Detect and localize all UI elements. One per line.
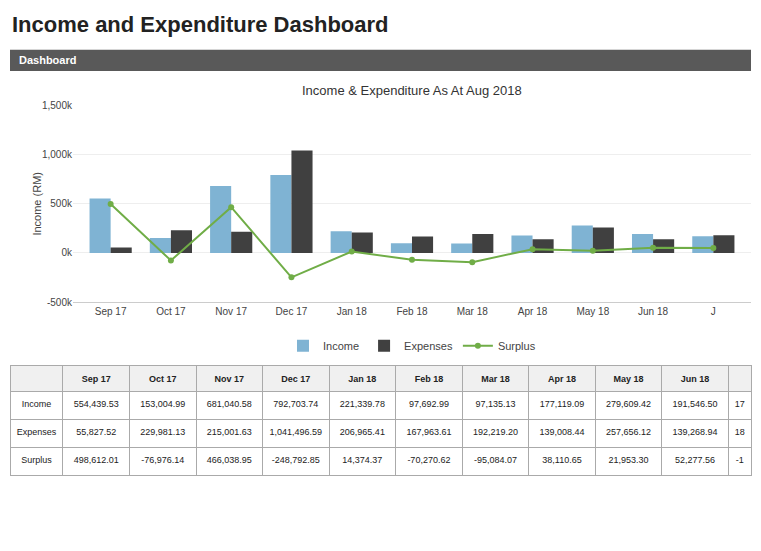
svg-text:Oct 17: Oct 17 xyxy=(156,306,186,317)
svg-text:Jan 18: Jan 18 xyxy=(348,374,376,384)
svg-text:52,277.56: 52,277.56 xyxy=(675,455,715,465)
svg-text:Apr 18: Apr 18 xyxy=(548,374,576,384)
svg-text:192,219.20: 192,219.20 xyxy=(473,427,518,437)
svg-text:Sep 17: Sep 17 xyxy=(95,306,127,317)
svg-text:554,439.53: 554,439.53 xyxy=(74,399,119,409)
svg-text:-95,084.07: -95,084.07 xyxy=(474,455,517,465)
svg-text:Income: Income xyxy=(22,399,52,409)
svg-text:Sep 17: Sep 17 xyxy=(82,374,111,384)
svg-text:1,041,496.59: 1,041,496.59 xyxy=(270,427,323,437)
svg-text:498,612.01: 498,612.01 xyxy=(74,455,119,465)
svg-text:167,963.61: 167,963.61 xyxy=(406,427,451,437)
svg-text:38,110.65: 38,110.65 xyxy=(542,455,581,465)
svg-text:221,339.78: 221,339.78 xyxy=(340,399,385,409)
svg-text:229,981.13: 229,981.13 xyxy=(140,427,185,437)
svg-text:-1: -1 xyxy=(736,455,744,465)
svg-text:Jun 18: Jun 18 xyxy=(681,374,710,384)
svg-text:257,656.12: 257,656.12 xyxy=(606,427,651,437)
svg-text:Dashboard: Dashboard xyxy=(19,54,76,66)
svg-text:Income (RM): Income (RM) xyxy=(31,172,43,236)
svg-text:0k: 0k xyxy=(61,247,73,258)
svg-text:466,038.95: 466,038.95 xyxy=(207,455,252,465)
svg-text:Nov 17: Nov 17 xyxy=(215,374,245,384)
svg-text:Dec 17: Dec 17 xyxy=(281,374,310,384)
svg-text:-76,976.14: -76,976.14 xyxy=(141,455,184,465)
svg-text:May 18: May 18 xyxy=(613,374,643,384)
svg-text:681,040.58: 681,040.58 xyxy=(207,399,252,409)
svg-text:Surplus: Surplus xyxy=(498,340,536,352)
svg-text:Expenses: Expenses xyxy=(17,427,57,437)
svg-text:-70,270.62: -70,270.62 xyxy=(407,455,450,465)
svg-text:Oct 17: Oct 17 xyxy=(149,374,177,384)
svg-text:-500k: -500k xyxy=(47,297,73,308)
svg-text:215,001.63: 215,001.63 xyxy=(207,427,252,437)
svg-text:792,703.74: 792,703.74 xyxy=(273,399,318,409)
svg-text:139,268.94: 139,268.94 xyxy=(673,427,718,437)
svg-text:Income and Expenditure Dashboa: Income and Expenditure Dashboard xyxy=(12,12,389,37)
svg-text:Jan 18: Jan 18 xyxy=(337,306,367,317)
svg-text:Expenses: Expenses xyxy=(404,340,453,352)
svg-text:177,119.09: 177,119.09 xyxy=(540,399,584,409)
svg-text:J: J xyxy=(711,306,716,317)
svg-text:May 18: May 18 xyxy=(576,306,609,317)
svg-text:97,135.13: 97,135.13 xyxy=(475,399,515,409)
svg-text:153,004.99: 153,004.99 xyxy=(140,399,185,409)
svg-text:Feb 18: Feb 18 xyxy=(415,374,444,384)
svg-text:Apr 18: Apr 18 xyxy=(518,306,548,317)
svg-text:Feb 18: Feb 18 xyxy=(396,306,428,317)
svg-text:139,008.44: 139,008.44 xyxy=(539,427,584,437)
svg-text:Mar 18: Mar 18 xyxy=(457,306,489,317)
svg-text:500k: 500k xyxy=(50,198,73,209)
svg-text:14,374.37: 14,374.37 xyxy=(342,455,382,465)
svg-text:1,000k: 1,000k xyxy=(42,149,73,160)
svg-text:17: 17 xyxy=(735,399,745,409)
svg-text:21,953.30: 21,953.30 xyxy=(608,455,648,465)
svg-text:Surplus: Surplus xyxy=(21,455,52,465)
svg-text:Income & Expenditure As At Aug: Income & Expenditure As At Aug 2018 xyxy=(302,83,522,98)
svg-text:55,827.52: 55,827.52 xyxy=(76,427,116,437)
svg-text:191,546.50: 191,546.50 xyxy=(673,399,718,409)
svg-text:Dec 17: Dec 17 xyxy=(276,306,308,317)
svg-text:-248,792.85: -248,792.85 xyxy=(272,455,320,465)
svg-text:18: 18 xyxy=(735,427,745,437)
svg-text:206,965.41: 206,965.41 xyxy=(340,427,385,437)
svg-text:1,500k: 1,500k xyxy=(42,100,73,111)
svg-text:Nov 17: Nov 17 xyxy=(215,306,247,317)
svg-text:Jun 18: Jun 18 xyxy=(638,306,668,317)
svg-text:Income: Income xyxy=(323,340,359,352)
svg-text:279,609.42: 279,609.42 xyxy=(606,399,651,409)
svg-text:97,692.99: 97,692.99 xyxy=(409,399,449,409)
svg-text:Mar 18: Mar 18 xyxy=(481,374,510,384)
